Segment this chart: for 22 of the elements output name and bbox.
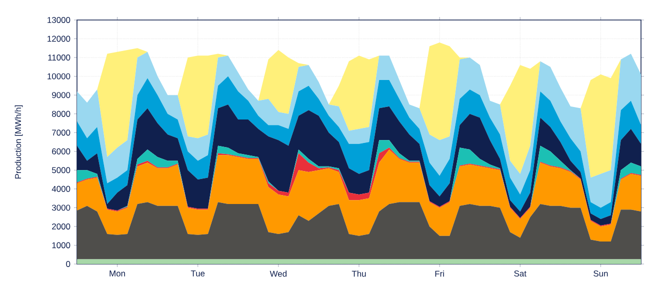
y-tick-label: 3000 (52, 204, 70, 211)
x-tick-label: Sun (594, 270, 608, 276)
x-tick-label: Mon (110, 270, 125, 276)
y-tick-label: 5000 (52, 167, 70, 174)
y-tick-label: 2000 (52, 223, 70, 230)
y-tick-label: 10000 (48, 73, 70, 80)
y-tick-label: 6000 (52, 148, 70, 154)
y-tick-label: 11000 (48, 54, 70, 61)
y-tick-label: 8000 (52, 110, 70, 117)
y-axis-title: Production [MWh/h] (14, 105, 23, 178)
x-tick-label: Thu (352, 270, 366, 277)
y-tick-label: 0 (66, 261, 70, 267)
x-tick-label: Sat (514, 270, 526, 276)
x-tick-label: Wed (270, 270, 287, 277)
x-tick-label: Tue (190, 270, 205, 276)
y-tick-label: 1000 (52, 242, 70, 248)
y-tick-label: 13000 (48, 17, 70, 23)
y-tick-label: 7000 (52, 130, 70, 136)
x-tick-label: Fri (435, 270, 444, 277)
y-tick-label: 4000 (52, 186, 70, 192)
y-tick-label: 9000 (52, 92, 70, 98)
y-tick-label: 12000 (48, 36, 70, 42)
